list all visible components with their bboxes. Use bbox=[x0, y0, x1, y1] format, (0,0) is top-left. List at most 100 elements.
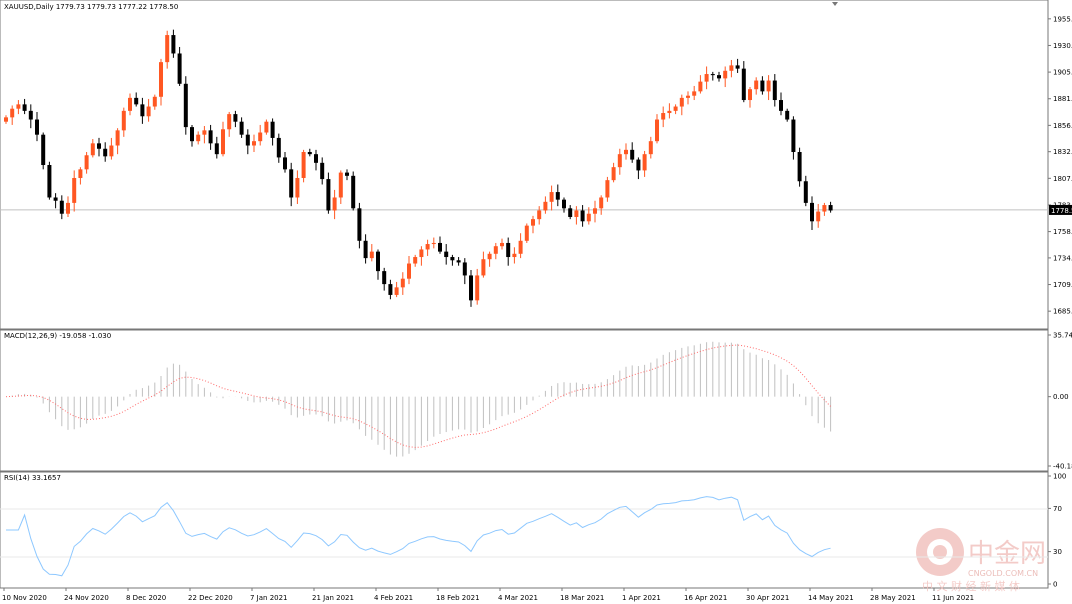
candle bbox=[121, 107, 126, 137]
candle-body bbox=[574, 210, 579, 217]
candle-body bbox=[314, 154, 318, 163]
candle bbox=[394, 281, 399, 298]
price-tick-label: 1881.20 bbox=[1053, 95, 1072, 103]
candle bbox=[183, 76, 188, 135]
candle bbox=[506, 237, 511, 266]
candle bbox=[692, 85, 697, 101]
candle bbox=[90, 139, 95, 158]
candle-body bbox=[78, 169, 83, 178]
candle-body bbox=[4, 117, 8, 122]
candle-body bbox=[146, 106, 151, 117]
candle-body bbox=[425, 244, 430, 250]
rsi-label: RSI(14) 33.1657 bbox=[4, 474, 61, 482]
candle bbox=[53, 193, 58, 209]
candle bbox=[493, 242, 498, 260]
candle bbox=[28, 104, 33, 129]
candle bbox=[239, 117, 244, 138]
price-tick-label: 1930.40 bbox=[1053, 42, 1072, 50]
candle bbox=[97, 137, 101, 157]
candle-body bbox=[469, 275, 473, 301]
candle-body bbox=[196, 134, 201, 142]
price-tick-label: 1685.00 bbox=[1053, 308, 1072, 316]
rsi-panel[interactable] bbox=[0, 471, 1049, 589]
candle bbox=[16, 100, 21, 115]
candle bbox=[524, 223, 529, 243]
candle-body bbox=[673, 106, 678, 111]
candle bbox=[227, 111, 232, 137]
shift-marker-icon[interactable] bbox=[832, 2, 838, 6]
candle-body bbox=[41, 134, 46, 165]
candle-body bbox=[772, 80, 777, 101]
candle bbox=[686, 91, 690, 105]
candle-body bbox=[822, 205, 827, 212]
candle bbox=[369, 244, 374, 262]
candle-body bbox=[152, 96, 157, 107]
time-tick-label: 24 Nov 2020 bbox=[64, 594, 109, 602]
candle-body bbox=[655, 119, 659, 142]
candle-body bbox=[679, 97, 684, 107]
candle bbox=[661, 106, 666, 128]
candle bbox=[202, 126, 207, 144]
candle-body bbox=[456, 260, 461, 263]
candle-body bbox=[332, 197, 337, 211]
candle-body bbox=[810, 202, 814, 222]
candle bbox=[78, 167, 83, 185]
candle-body bbox=[245, 134, 250, 146]
candle-body bbox=[444, 251, 449, 258]
candle-body bbox=[121, 110, 126, 131]
candle bbox=[469, 270, 473, 307]
macd-histogram bbox=[11, 341, 832, 457]
candle bbox=[159, 58, 163, 106]
candle bbox=[822, 202, 827, 216]
candle bbox=[710, 71, 715, 81]
candle-body bbox=[648, 141, 653, 155]
time-tick-label: 18 Feb 2021 bbox=[436, 594, 480, 602]
time-tick-label: 22 Dec 2020 bbox=[188, 594, 233, 602]
candle bbox=[22, 98, 27, 115]
candle bbox=[500, 238, 504, 250]
candle-body bbox=[537, 210, 542, 220]
candle bbox=[72, 170, 77, 212]
price-tick-label: 1758.50 bbox=[1053, 228, 1072, 236]
time-tick-label: 16 Apr 2021 bbox=[684, 594, 727, 602]
time-tick-label: 7 Jan 2021 bbox=[250, 594, 288, 602]
watermark-site: CNGOLD.COM.CN bbox=[968, 569, 1038, 578]
candle-body bbox=[66, 202, 70, 214]
candle bbox=[549, 185, 554, 211]
candle-body bbox=[363, 240, 368, 259]
candle bbox=[438, 236, 442, 254]
candle-body bbox=[524, 225, 529, 241]
candle-body bbox=[109, 145, 114, 157]
price-axis: 1955.00 1930.40 1905.80 1881.20 1856.60 1832.… bbox=[1048, 15, 1072, 316]
candle bbox=[252, 134, 256, 153]
time-tick-label: 8 Dec 2020 bbox=[126, 594, 166, 602]
candle-body bbox=[382, 271, 387, 285]
candle-body bbox=[276, 137, 281, 158]
candle-body bbox=[301, 152, 306, 178]
candle-body bbox=[760, 80, 765, 92]
candle bbox=[4, 115, 8, 124]
candle bbox=[593, 200, 597, 223]
candle-body bbox=[202, 130, 207, 135]
candle bbox=[245, 129, 250, 155]
time-tick-label: 1 Apr 2021 bbox=[622, 594, 661, 602]
candle-body bbox=[667, 110, 672, 114]
candle-body bbox=[816, 211, 821, 222]
price-tick-label: 1807.70 bbox=[1053, 175, 1072, 183]
candle-body bbox=[803, 181, 808, 203]
candle bbox=[190, 124, 194, 147]
candle-body bbox=[586, 213, 591, 222]
candle bbox=[196, 131, 201, 145]
candle-body bbox=[828, 205, 833, 211]
candle-body bbox=[785, 110, 790, 120]
price-panel[interactable] bbox=[0, 0, 1049, 330]
price-tick-label: 1832.30 bbox=[1053, 148, 1072, 156]
macd-panel[interactable] bbox=[0, 329, 1049, 472]
candle-body bbox=[450, 257, 455, 261]
candle-body bbox=[605, 180, 610, 198]
candle bbox=[301, 149, 306, 183]
candle bbox=[816, 203, 821, 228]
price-tick-label: 1905.80 bbox=[1053, 69, 1072, 77]
candle-body bbox=[562, 199, 566, 209]
